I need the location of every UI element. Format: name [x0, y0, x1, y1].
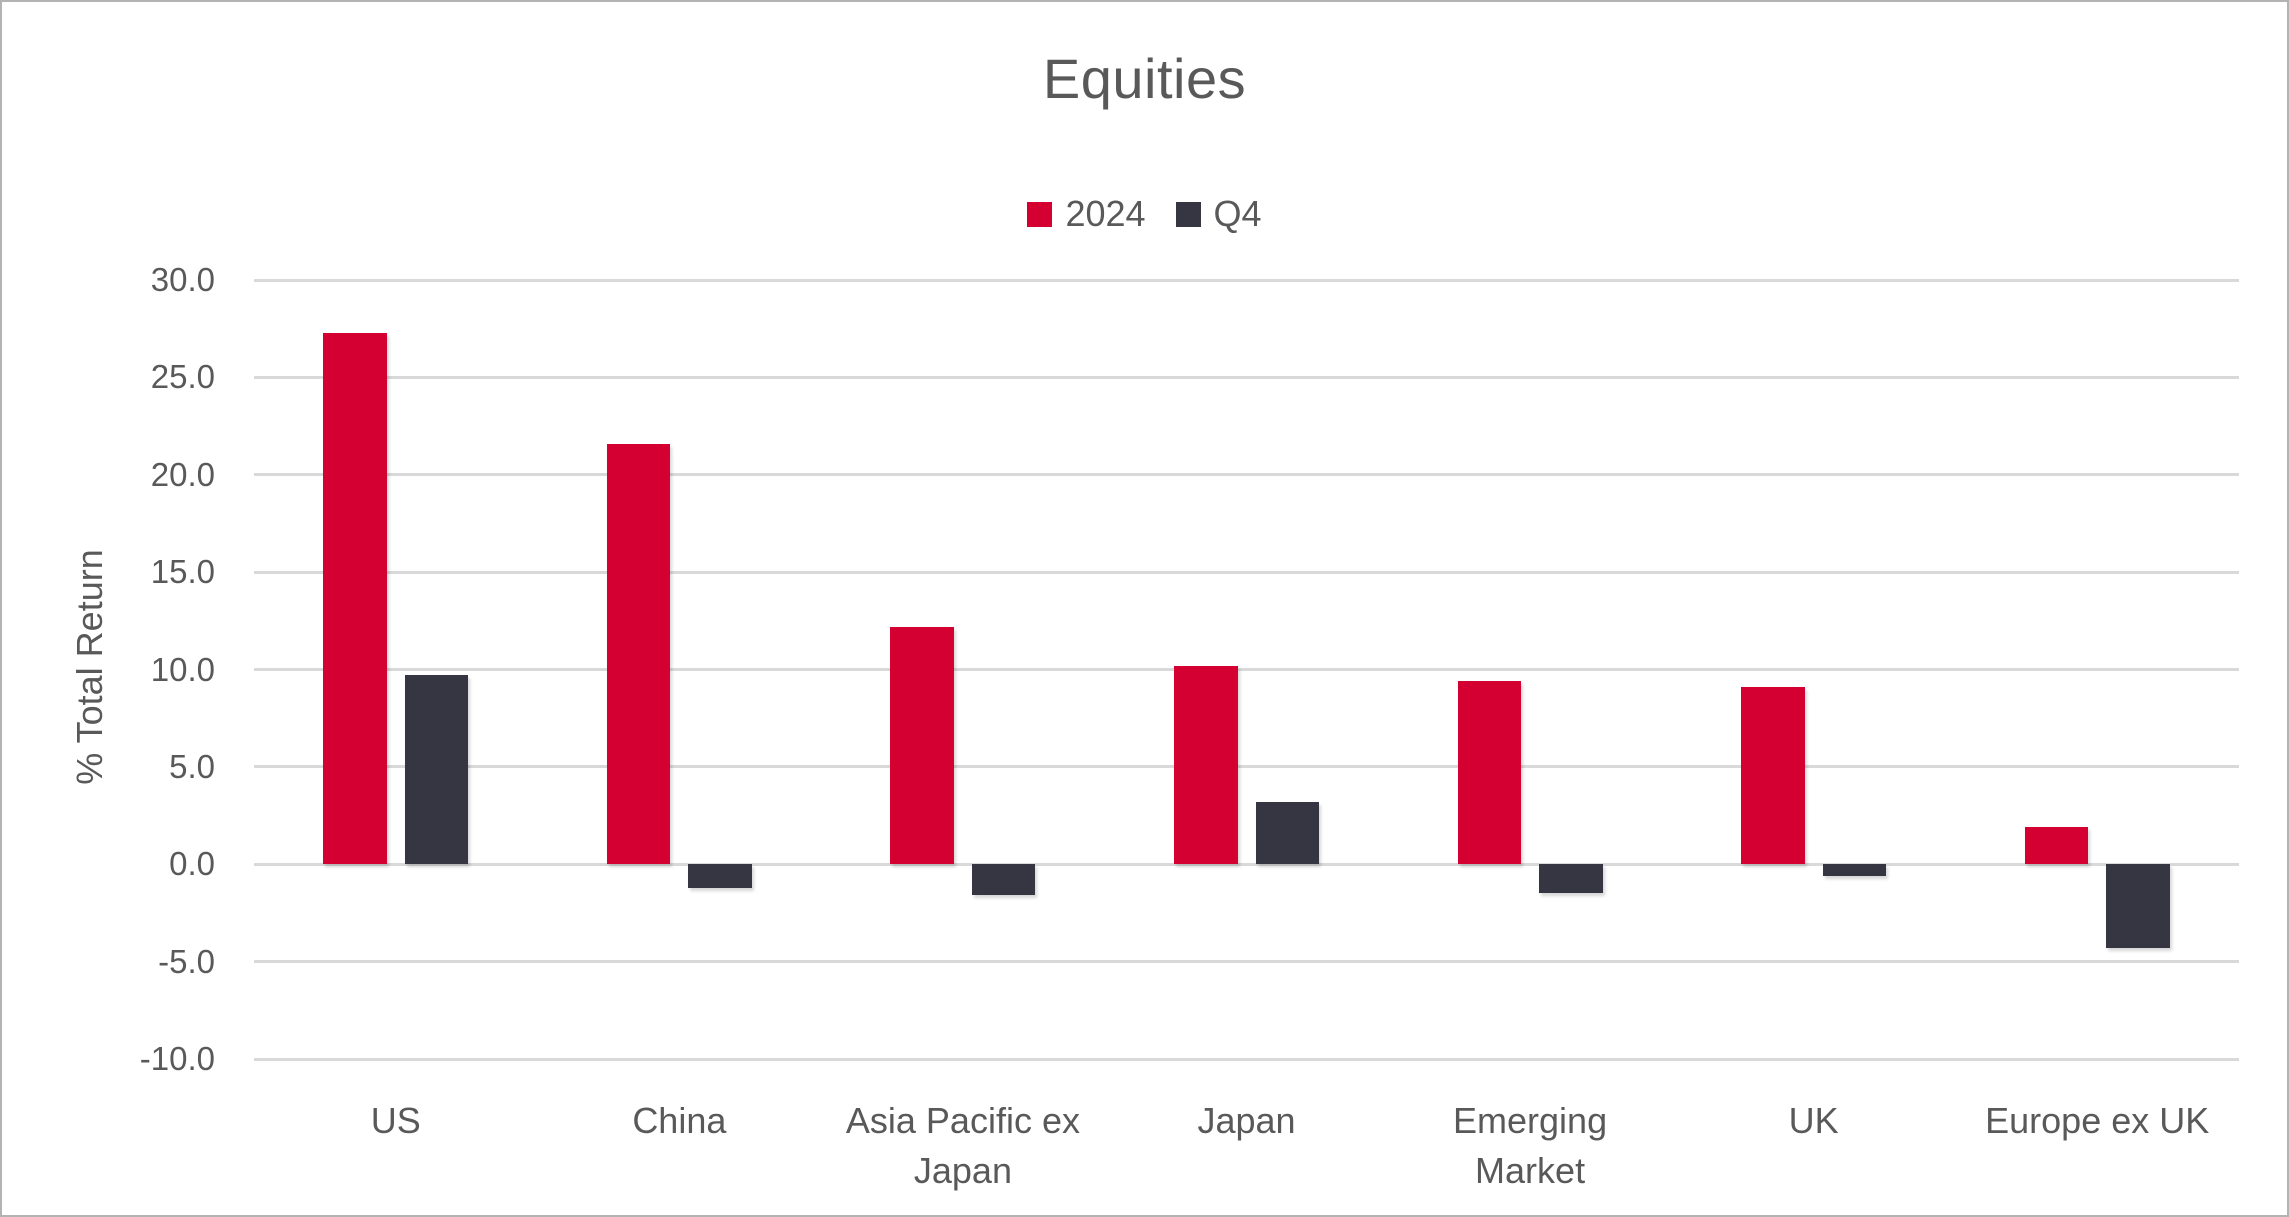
legend-label: 2024	[1065, 193, 1146, 234]
y-tick-label: 25.0	[150, 358, 215, 396]
y-tick-label: -5.0	[158, 942, 215, 980]
legend-label: Q4	[1213, 193, 1262, 234]
x-category-label-emerging-market: Emerging Market	[1453, 1100, 1608, 1191]
x-category-label-uk: UK	[1788, 1100, 1839, 1141]
bar-q4-us	[404, 675, 469, 865]
gridline	[254, 473, 2239, 477]
bar-2024-asia-pacific-ex-japan	[890, 626, 954, 865]
x-category-label-japan: Japan	[1197, 1100, 1296, 1141]
legend-swatch-q4	[1175, 201, 1201, 227]
legend-item-2024: 2024	[1027, 193, 1146, 235]
x-category-label-us: US	[370, 1100, 421, 1141]
y-tick-label: -10.0	[139, 1040, 215, 1077]
gridline	[254, 765, 2239, 769]
gridline	[254, 960, 2239, 964]
bar-2024-japan	[1174, 665, 1238, 865]
x-category-label-europe-ex-uk: Europe ex UK	[1985, 1100, 2210, 1141]
gridline	[254, 278, 2239, 282]
y-tick-label: 5.0	[169, 747, 215, 785]
chart-legend: 2024 Q4	[2, 188, 2287, 240]
gridline	[254, 862, 2239, 866]
bar-2024-china	[606, 443, 671, 865]
bar-q4-asia-pacific-ex-japan	[971, 864, 1036, 896]
y-tick-label: 0.0	[169, 845, 215, 883]
chart-title: Equities	[1042, 47, 1247, 110]
bar-2024-emerging-market	[1457, 681, 1522, 865]
bar-q4-china	[688, 864, 752, 888]
x-category-label-china: China	[632, 1100, 727, 1141]
gridline	[254, 668, 2239, 671]
bar-2024-europe-ex-uk	[2024, 827, 2089, 865]
y-tick-label: 30.0	[150, 261, 215, 298]
legend-swatch-2024	[1027, 201, 1053, 227]
bar-q4-europe-ex-uk	[2106, 864, 2170, 948]
y-tick-label: 10.0	[150, 650, 215, 688]
y-tick-label: 15.0	[150, 553, 215, 591]
bar-q4-uk	[1822, 864, 1887, 876]
legend-item-q4: Q4	[1175, 193, 1262, 235]
bar-2024-us	[323, 332, 387, 865]
gridline	[254, 570, 2239, 574]
bar-2024-uk	[1741, 687, 1805, 865]
bar-q4-japan	[1255, 801, 1319, 865]
gridline	[254, 1057, 2239, 1061]
bar-q4-emerging-market	[1539, 864, 1603, 894]
x-category-label-asia-pacific-ex-japan: Asia Pacific ex Japan	[845, 1100, 1080, 1191]
gridline	[254, 375, 2239, 379]
y-tick-label: 20.0	[150, 455, 215, 493]
